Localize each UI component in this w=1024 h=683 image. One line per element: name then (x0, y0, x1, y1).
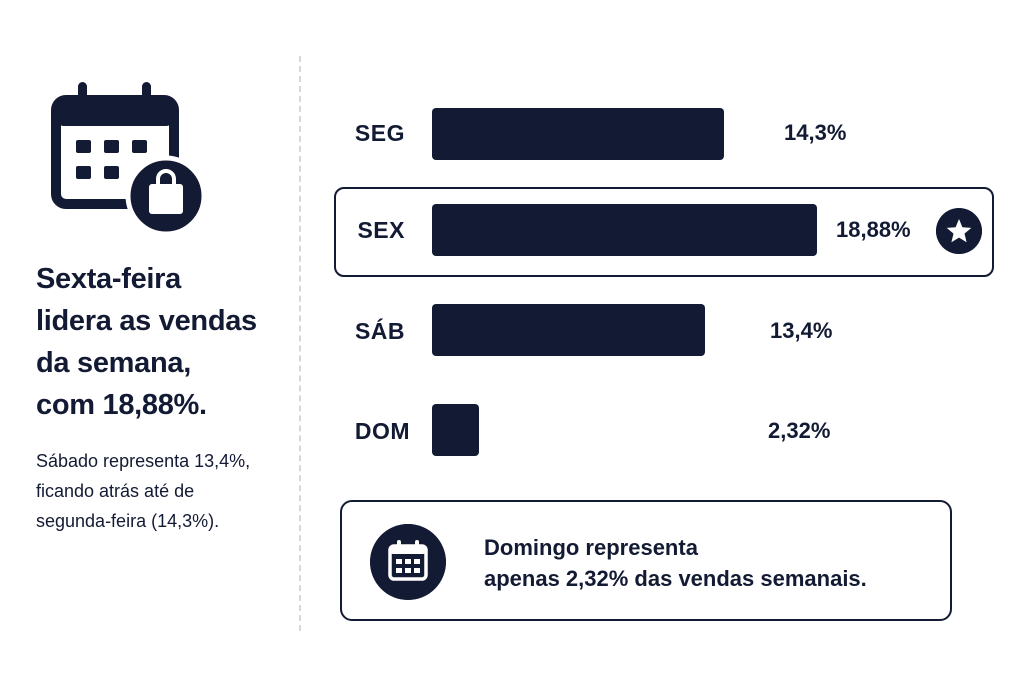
category-label-sex: SEX (357, 217, 405, 243)
value-label-dom: 2,32% (768, 418, 831, 443)
star-icon (936, 208, 982, 254)
category-label-dom: DOM (354, 418, 410, 444)
category-label-seg: SEG (354, 120, 405, 146)
category-label-sab: SÁB (354, 318, 405, 344)
body-text: Sábado representa 13,4%, ficando atrás a… (36, 451, 251, 531)
callout-box: Domingo representa apenas 2,32% das vend… (340, 500, 952, 621)
value-label-sex: 18,88% (836, 217, 911, 242)
callout-text: Domingo representa apenas 2,32% das vend… (484, 535, 867, 591)
highlight-row-box (334, 187, 994, 277)
bar-seg (432, 108, 724, 160)
calendar-icon (370, 524, 446, 600)
divider (299, 56, 301, 631)
value-label-seg: 14,3% (784, 120, 847, 145)
left-panel: Sexta-feira lidera as vendas da semana, … (0, 0, 300, 683)
value-label-sab: 13,4% (770, 318, 833, 343)
bar-dom (432, 404, 479, 456)
calendar-shopping-bag-icon (51, 82, 207, 237)
headline: Sexta-feira lidera as vendas da semana, … (36, 263, 257, 421)
bar-sex (432, 204, 817, 256)
bar-sab (432, 304, 705, 356)
